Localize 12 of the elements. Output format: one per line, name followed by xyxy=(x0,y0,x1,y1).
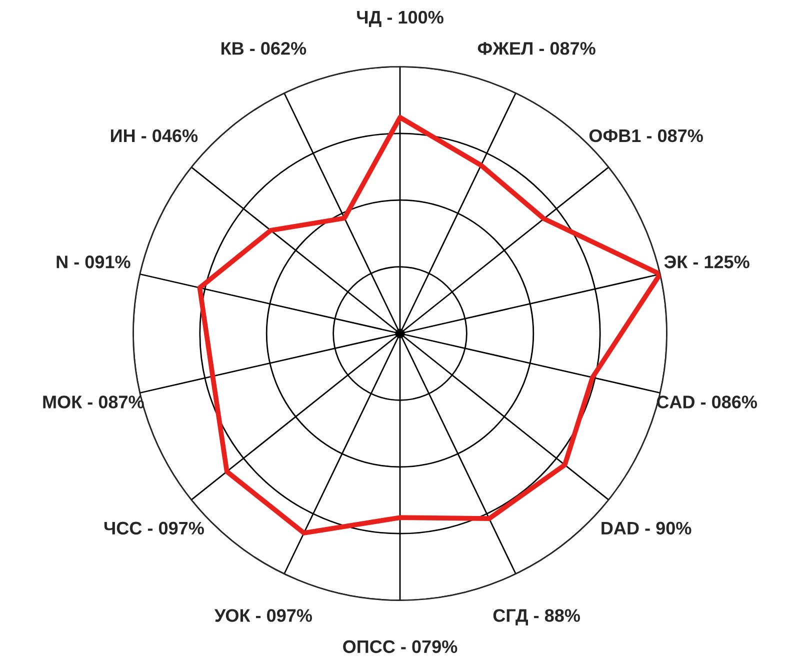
spoke-label: N - 091% xyxy=(56,256,130,268)
spoke-label: ОФВ1 - 087% xyxy=(589,129,703,142)
spoke-label: КВ - 062% xyxy=(222,42,306,55)
spoke-label: ОПСС - 079% xyxy=(343,640,458,654)
spoke-label: СГД - 88% xyxy=(493,609,580,626)
spoke-label: ЧСС - 097% xyxy=(104,522,204,535)
spoke-label: ЧД - 100% xyxy=(357,10,444,28)
spoke-label: ФЖЕЛ - 087% xyxy=(478,42,596,55)
spoke-label: ИН - 046% xyxy=(111,129,198,142)
spoke-label: УОК - 097% xyxy=(214,609,312,622)
spoke-label: ЭК - 125% xyxy=(664,256,750,268)
spoke-label: DAD - 90% xyxy=(602,522,692,535)
